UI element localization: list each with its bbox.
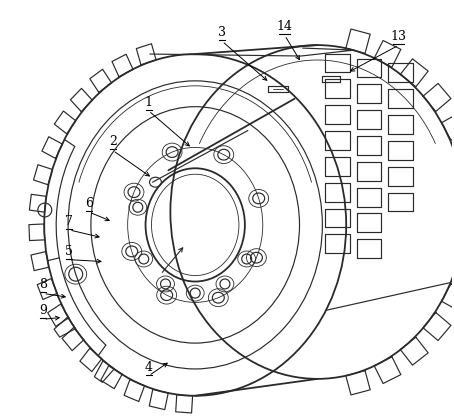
Text: 3: 3 (218, 26, 226, 39)
Text: 7: 7 (65, 215, 73, 228)
Text: 1: 1 (144, 96, 153, 109)
Text: 6: 6 (85, 197, 93, 210)
Text: 4: 4 (144, 361, 153, 374)
Text: 5: 5 (65, 245, 73, 258)
Text: 9: 9 (39, 304, 47, 317)
Text: 13: 13 (391, 30, 407, 43)
Text: 2: 2 (109, 135, 117, 148)
Text: 8: 8 (39, 279, 47, 292)
Text: 14: 14 (276, 20, 293, 33)
